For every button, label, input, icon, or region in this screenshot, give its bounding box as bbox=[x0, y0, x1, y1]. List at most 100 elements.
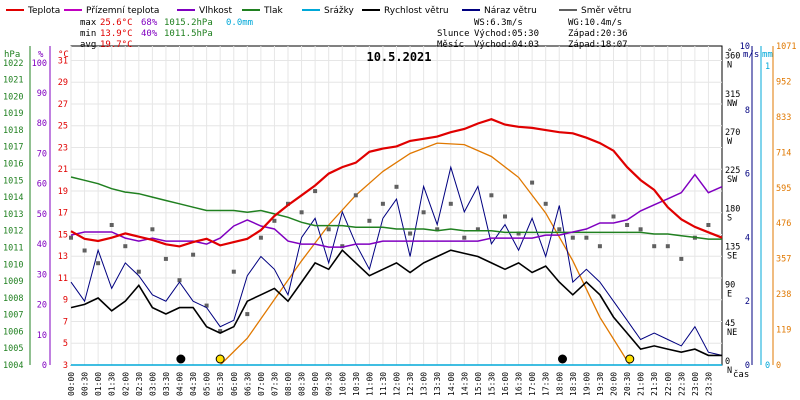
axis-tick-dir-deg: 90 bbox=[725, 281, 735, 291]
axis-tick-hpa: 1011 bbox=[3, 243, 23, 253]
axis-tick-pct: 70 bbox=[37, 149, 47, 159]
axis-tick-hpa: 1006 bbox=[3, 327, 23, 337]
axis-tick-solar: 714 bbox=[776, 148, 791, 158]
wind-direction-point bbox=[394, 184, 399, 189]
x-tick-label: 06:00 bbox=[230, 372, 239, 396]
axis-tick-dir-deg: 0 bbox=[725, 357, 730, 367]
x-tick-label: 03:30 bbox=[162, 372, 171, 396]
axis-tick-hpa: 1018 bbox=[3, 126, 23, 136]
wind-direction-point bbox=[258, 235, 263, 240]
axis-tick-ms: 8 bbox=[745, 106, 750, 116]
series-solar bbox=[219, 142, 631, 366]
axis-title-mm: mm bbox=[762, 50, 773, 60]
axis-tick-degc: 13 bbox=[58, 252, 68, 262]
axes-layer: 00:00 00:30 01:00 01:30 02:00 02:30 03:00 03:30… bbox=[3, 42, 796, 396]
axis-tick-dir-deg: 135 bbox=[725, 242, 740, 252]
axis-tick-dir-compass: SE bbox=[727, 251, 737, 261]
axis-tick-degc: 25 bbox=[58, 122, 68, 132]
stat-max-label: max bbox=[80, 18, 97, 28]
wind-direction-point bbox=[652, 244, 657, 249]
axis-title-dir: ° bbox=[727, 48, 732, 58]
x-tick-label: 16:00 bbox=[501, 372, 510, 396]
series-pressure bbox=[70, 176, 722, 240]
x-tick-label: 15:30 bbox=[487, 372, 496, 396]
axis-tick-mm: 1 bbox=[765, 62, 770, 72]
axis-tick-hpa: 1004 bbox=[3, 361, 23, 371]
wind-direction-point bbox=[353, 193, 358, 198]
stat-min-hum: 40% bbox=[141, 29, 158, 39]
x-tick-label: 10:00 bbox=[338, 372, 347, 396]
wind-direction-point bbox=[638, 227, 643, 232]
wind-direction-point bbox=[625, 223, 630, 227]
axis-tick-dir-compass: N bbox=[727, 61, 732, 71]
x-axis-label: čas bbox=[733, 369, 749, 380]
axis-tick-pct: 40 bbox=[37, 240, 47, 250]
x-tick-label: 10:30 bbox=[352, 372, 361, 396]
wind-direction-point bbox=[421, 210, 426, 215]
wind-direction-point bbox=[109, 223, 114, 227]
wind-direction-point bbox=[557, 227, 562, 232]
x-tick-label: 07:30 bbox=[270, 372, 279, 396]
wind-direction-point bbox=[597, 244, 602, 249]
x-tick-label: 08:30 bbox=[298, 372, 307, 396]
x-tick-label: 03:00 bbox=[148, 372, 157, 396]
stat-max-press: 1015.2hPa bbox=[164, 18, 213, 28]
axis-tick-ms: 0 bbox=[745, 361, 750, 371]
axis-title-ms: m/s bbox=[743, 50, 759, 60]
wind-direction-point bbox=[367, 218, 372, 223]
axis-tick-ms: 6 bbox=[745, 170, 750, 180]
x-tick-label: 14:30 bbox=[460, 372, 469, 396]
wind-direction-point bbox=[136, 269, 141, 274]
axis-tick-hpa: 1022 bbox=[3, 59, 23, 69]
axis-tick-dir-compass: W bbox=[727, 137, 733, 147]
wind-direction-point bbox=[231, 269, 236, 274]
axis-tick-solar: 119 bbox=[776, 326, 791, 336]
axis-tick-mm: 0 bbox=[765, 361, 770, 371]
axis-tick-hpa: 1014 bbox=[3, 193, 23, 203]
wind-direction-point bbox=[299, 210, 304, 215]
axis-tick-dir-compass: NE bbox=[727, 328, 737, 338]
x-tick-label: 11:30 bbox=[379, 372, 388, 396]
x-tick-label: 20:30 bbox=[623, 372, 632, 396]
series-layer bbox=[69, 118, 723, 366]
wind-direction-point bbox=[191, 252, 196, 257]
legend-label-wind_speed: Rychlost větru bbox=[384, 6, 449, 16]
series-humidity bbox=[70, 173, 723, 248]
axis-tick-solar: 0 bbox=[776, 361, 781, 371]
axis-tick-solar: 595 bbox=[776, 184, 791, 194]
axis-tick-solar: 833 bbox=[776, 113, 791, 123]
axis-tick-degc: 27 bbox=[58, 100, 68, 110]
wind-direction-point bbox=[543, 201, 548, 206]
x-tick-label: 08:00 bbox=[284, 372, 293, 396]
axis-tick-ms: 10 bbox=[740, 42, 750, 52]
wind-direction-point bbox=[584, 235, 589, 240]
axis-tick-pct: 30 bbox=[37, 270, 47, 280]
moon-rise: Východ:04:03 bbox=[474, 40, 539, 50]
x-tick-label: 13:30 bbox=[433, 372, 442, 396]
wind-direction-point bbox=[313, 189, 318, 194]
axis-tick-degc: 3 bbox=[63, 361, 68, 371]
x-tick-label: 07:00 bbox=[257, 372, 266, 396]
axis-title-pct: % bbox=[38, 50, 44, 60]
sun-label: Slunce bbox=[437, 29, 470, 39]
wind-direction-point bbox=[706, 223, 711, 227]
wind-direction-point bbox=[435, 227, 440, 232]
axis-tick-degc: 5 bbox=[63, 339, 68, 349]
marker-sunrise bbox=[215, 354, 225, 364]
x-tick-label: 01:30 bbox=[108, 372, 117, 396]
legend-label-pressure: Tlak bbox=[263, 6, 284, 16]
axis-tick-dir-deg: 360 bbox=[725, 52, 740, 62]
x-tick-label: 12:00 bbox=[393, 372, 402, 396]
axis-tick-degc: 31 bbox=[58, 56, 68, 66]
x-tick-label: 00:30 bbox=[81, 372, 90, 396]
axis-tick-hpa: 1020 bbox=[3, 92, 23, 102]
axis-tick-degc: 23 bbox=[58, 143, 68, 153]
wind-direction-point bbox=[150, 227, 155, 232]
wind-direction-point bbox=[123, 244, 128, 249]
x-tick-label: 02:00 bbox=[121, 372, 130, 396]
axis-tick-hpa: 1007 bbox=[3, 311, 23, 321]
wind-direction-point bbox=[408, 231, 413, 236]
axis-tick-dir-compass: E bbox=[727, 290, 732, 300]
stat-min-label: min bbox=[80, 29, 96, 39]
